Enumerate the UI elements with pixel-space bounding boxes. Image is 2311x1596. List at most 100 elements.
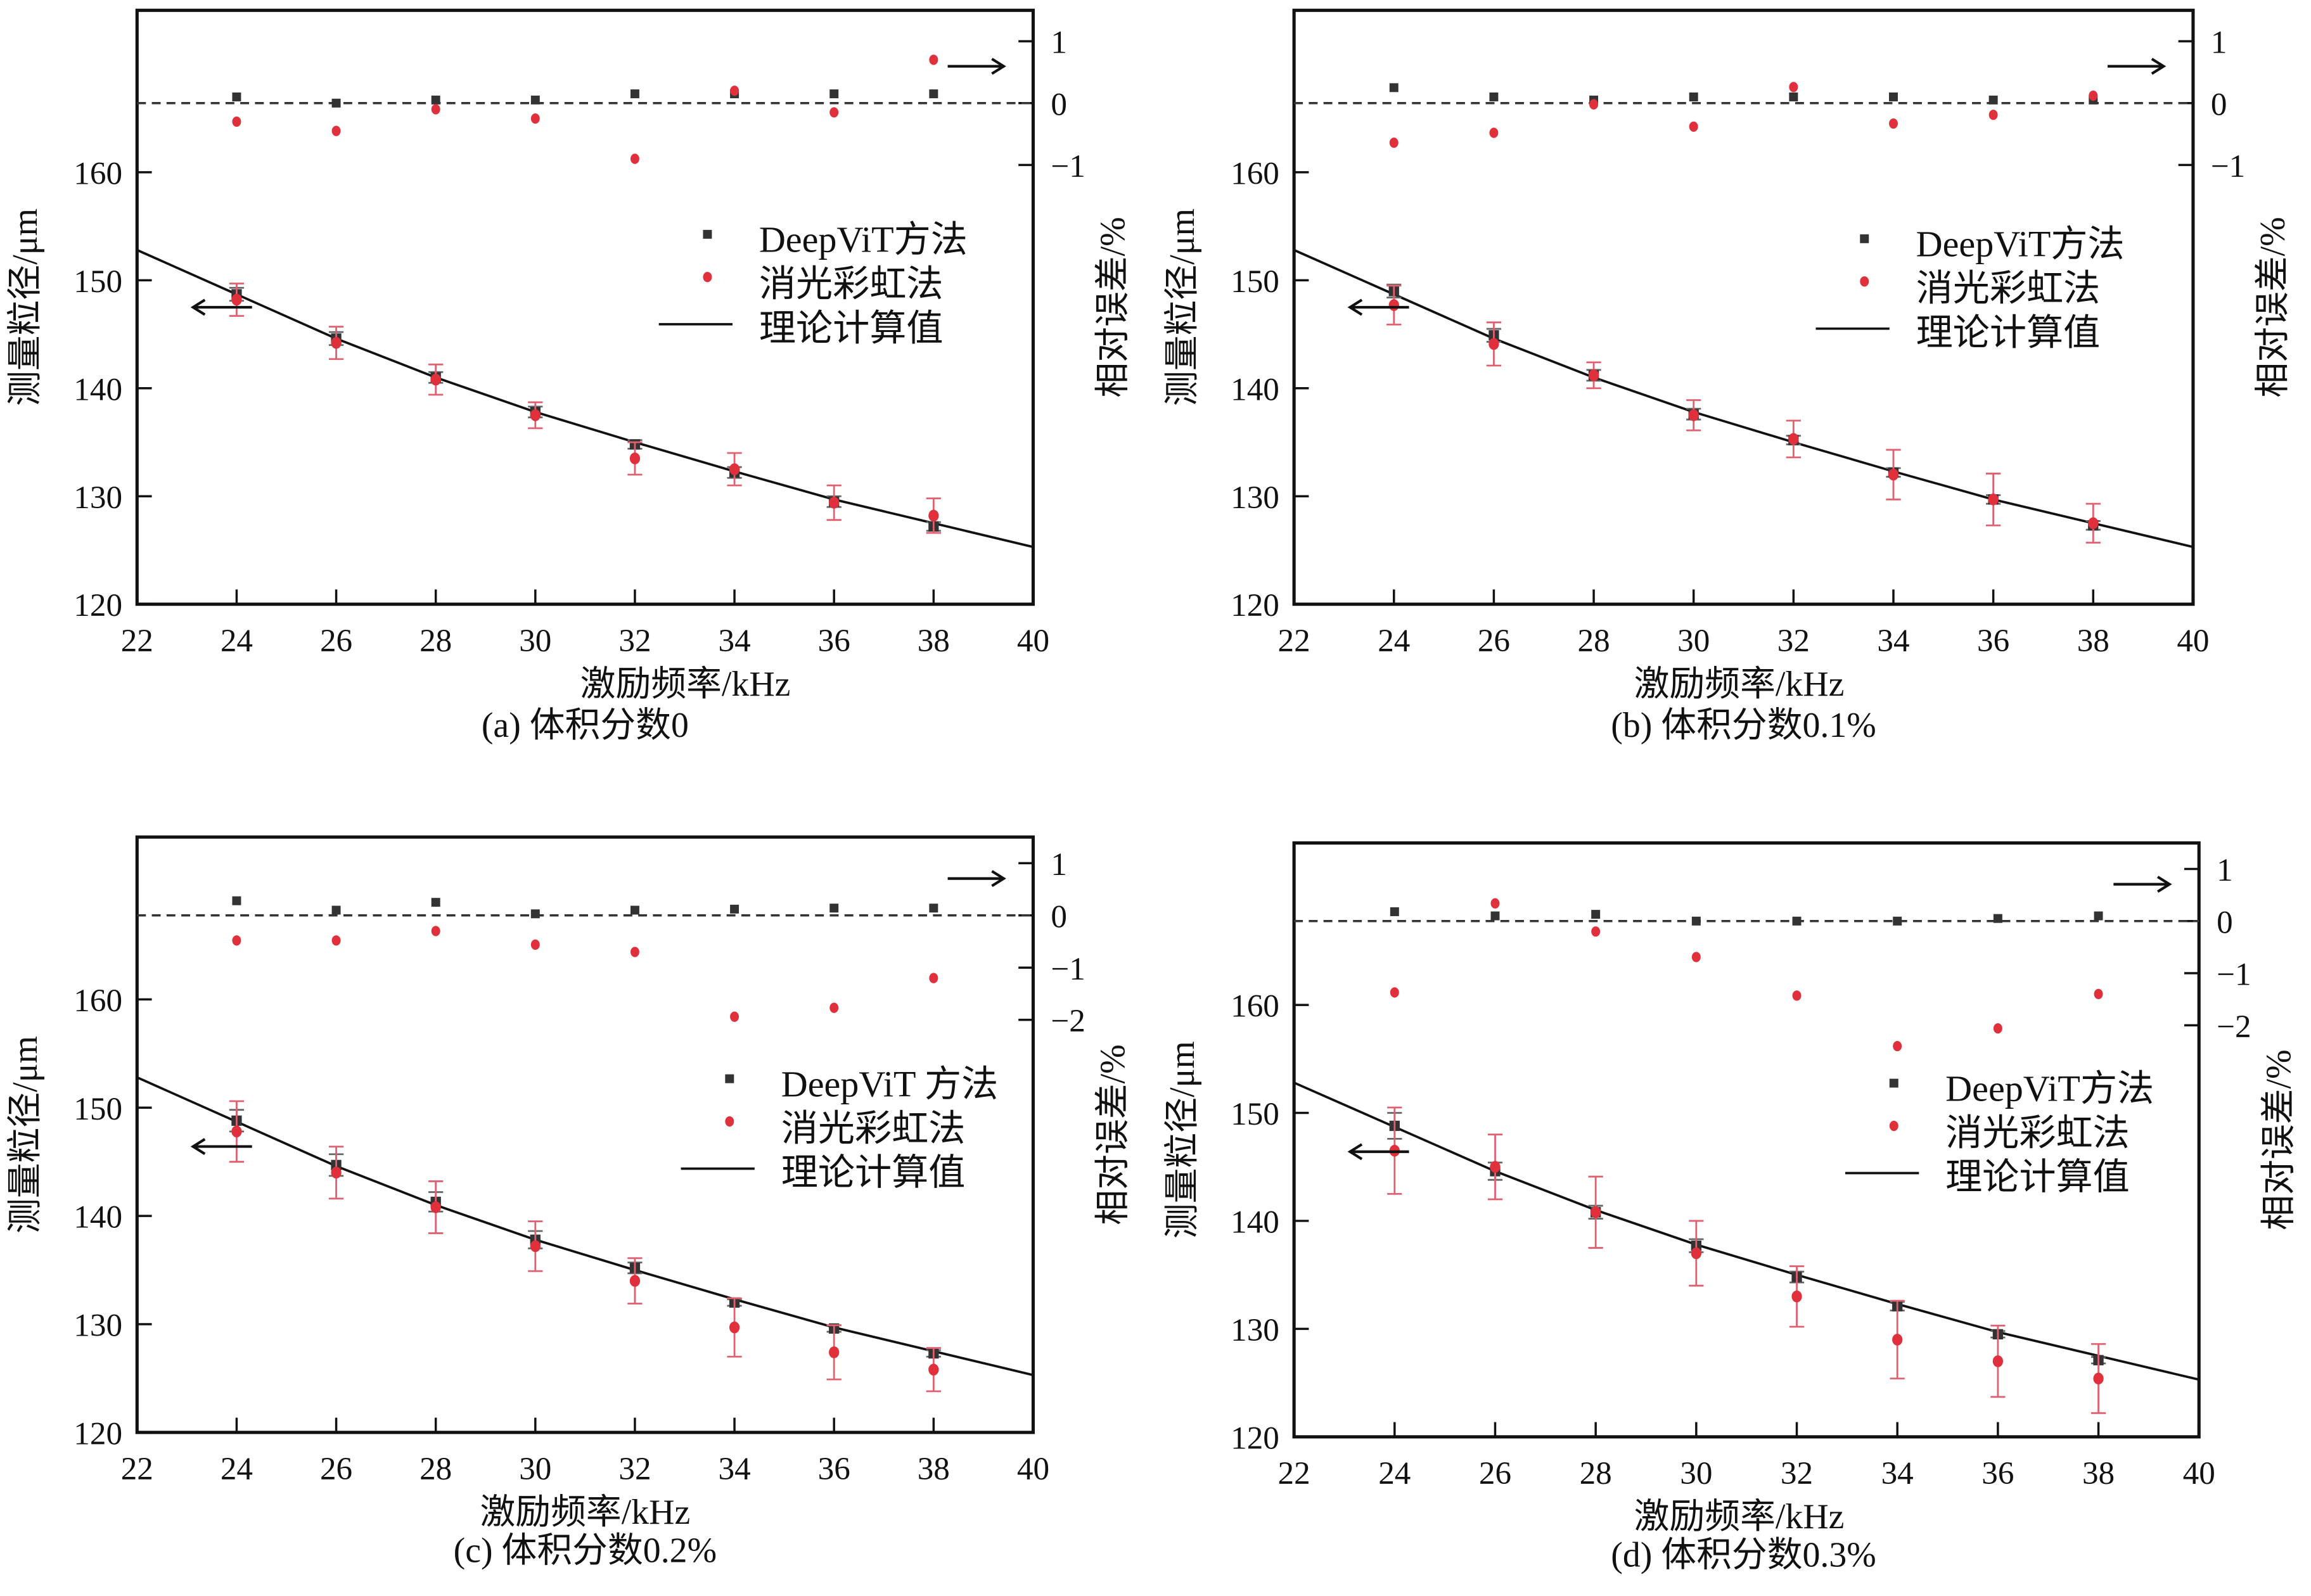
deepvit-error-point [431,898,440,907]
deepvit-error-point [1689,93,1698,101]
y-tick-label: 150 [1231,1096,1279,1132]
deepvit-error-point [1792,916,1802,926]
y-right-axis-label: 相对误差/% [1094,217,1133,397]
y-right-tick-label: 1 [1051,846,1067,883]
y-tick-label: 140 [74,1199,122,1235]
rainbow-error-point [829,107,839,118]
chart-panel-c: 22 24 26 28 30 32 34 36 38 40 120 130 140 150 160 1 0 −1 −… [6,835,1133,1571]
x-tick-label: 30 [1680,1455,1712,1491]
rainbow-size-point [1791,1290,1802,1303]
rainbow-error-point [829,1002,839,1013]
x-tick-label: 32 [618,1451,651,1487]
theory-curve [136,248,1034,549]
legend-label: 消光彩虹法 [1916,267,2101,309]
x-tick-label: 22 [121,623,153,659]
rainbow-error-point [1988,110,1998,120]
rainbow-size-point [829,1346,840,1358]
x-tick-label: 30 [519,1451,551,1487]
rainbow-size-point [1488,338,1499,350]
x-tick-label: 38 [2077,623,2109,659]
legend-dot-icon [1860,276,1869,287]
y-right-tick-label: −1 [2217,957,2251,993]
deepvit-error-point [1489,93,1499,101]
rainbow-error-point [730,86,739,96]
x-tick-label: 40 [2177,623,2209,659]
rainbow-size-point [928,509,939,522]
deepvit-error-point [630,89,639,99]
rainbow-error-point [1993,1023,2002,1034]
rainbow-size-point [1888,468,1899,481]
y-right-tick-label: 0 [1051,898,1067,935]
x-tick-label: 22 [1278,1455,1310,1491]
deepvit-error-point [1893,916,1902,926]
rainbow-error-point [1689,121,1698,132]
rainbow-error-point [431,104,440,115]
panel-caption: (d) 体积分数0.3% [1611,1535,1876,1574]
rainbow-size-point [1892,1334,1903,1346]
rainbow-error-point [331,125,341,136]
x-tick-label: 38 [918,623,950,659]
deepvit-error-point [829,89,839,99]
theory-curve [136,1076,1034,1377]
plot-frame [1292,8,2195,606]
rainbow-error-point [1893,1040,1902,1052]
rainbow-error-point [232,116,241,127]
legend-label: 理论计算值 [781,1152,966,1193]
rainbow-error-point [2089,90,2098,101]
rainbow-error-point [929,973,938,983]
x-tick-label: 38 [918,1451,950,1487]
rainbow-size-point [331,1166,342,1179]
y-tick-label: 160 [74,156,122,192]
rainbow-size-point [530,1240,541,1253]
x-tick-label: 24 [1378,623,1410,659]
y-tick-label: 120 [74,587,122,623]
legend-label: 理论计算值 [1916,312,2101,353]
deepvit-error-point [1988,95,1998,105]
deepvit-error-point [232,93,241,101]
rainbow-error-point [331,935,341,946]
rainbow-error-point [431,926,440,936]
x-axis-label: 激励频率/kHz [580,665,791,704]
y-tick-label: 140 [74,371,122,407]
y-tick-label: 150 [74,1091,122,1127]
rainbow-error-point [530,939,540,950]
y-axis-label: 测量粒径/μm [6,1036,45,1234]
rainbow-size-point [1591,1206,1601,1218]
legend-dot-icon [1889,1120,1898,1132]
y-right-tick-label: 1 [2217,852,2233,888]
x-tick-label: 36 [818,1451,850,1487]
x-tick-label: 28 [1577,623,1610,659]
deepvit-error-point [1789,93,1798,101]
chart-panel-d: 22 24 26 28 30 32 34 36 38 40 120 130 140 150 160 1 0 −1 −… [1163,841,2298,1574]
x-tick-label: 26 [320,623,352,659]
deepvit-error-point [1390,907,1399,916]
y-tick-label: 130 [74,1308,122,1344]
x-tick-label: 38 [2082,1455,2115,1491]
rainbow-size-point [729,463,740,475]
rainbow-error-point [1691,952,1701,962]
rainbow-size-point [231,293,242,306]
deepvit-error-point [1993,914,2002,923]
rainbow-size-point [1788,433,1799,445]
legend-label: DeepViT方法 [759,219,968,260]
y-axis-label: 测量粒径/μm [6,208,45,406]
chart-panel-a: 22 24 26 28 30 32 34 36 38 40 120 130 140 150 160 1 0 −1 激… [6,8,1133,745]
rainbow-size-point [2093,1372,2104,1385]
rainbow-error-point [1789,82,1798,93]
x-tick-label: 34 [1877,623,1909,659]
x-tick-label: 32 [1781,1455,1813,1491]
deepvit-error-point [232,896,241,905]
x-tick-label: 30 [519,623,551,659]
deepvit-error-point [1889,93,1898,101]
right-axis-arrow-icon [2113,876,2172,893]
y-right-tick-label: 1 [2211,25,2227,61]
legend-dot-icon [725,1116,734,1127]
x-tick-label: 36 [818,623,850,659]
y-tick-label: 160 [74,983,122,1019]
x-tick-label: 24 [1378,1455,1411,1491]
y-right-tick-label: 0 [2211,86,2227,122]
y-axis-label: 测量粒径/μm [1163,208,1202,406]
rainbow-error-point [730,1011,739,1022]
x-tick-label: 34 [718,623,750,659]
x-axis-label: 激励频率/kHz [1634,1497,1845,1536]
